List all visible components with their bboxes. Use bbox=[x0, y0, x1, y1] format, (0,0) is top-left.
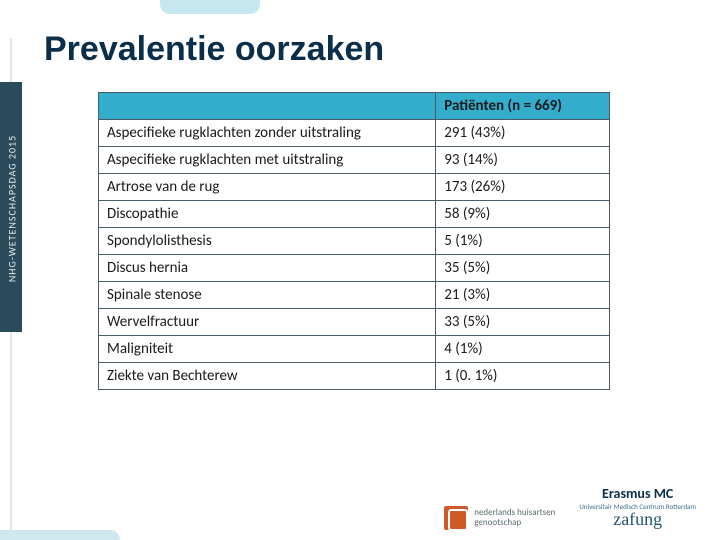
emc-name: Erasmus MC bbox=[579, 485, 696, 502]
table-row: Wervelfractuur33 (5%) bbox=[99, 309, 610, 336]
cell-cause: Artrose van de rug bbox=[99, 174, 436, 201]
footer-logos: nederlands huisartsen genootschap Erasmu… bbox=[444, 485, 696, 530]
table-row: Discus hernia35 (5%) bbox=[99, 255, 610, 282]
cell-cause: Spondylolisthesis bbox=[99, 228, 436, 255]
cell-cause: Aspecifieke rugklachten met uitstraling bbox=[99, 147, 436, 174]
data-table: Patiënten (n = 669) Aspecifieke rugklach… bbox=[98, 92, 610, 390]
table-row: Spinale stenose21 (3%) bbox=[99, 282, 610, 309]
cell-cause: Discus hernia bbox=[99, 255, 436, 282]
prevalence-table: Patiënten (n = 669) Aspecifieke rugklach… bbox=[98, 92, 610, 390]
nhg-label: nederlands huisartsen genootschap bbox=[474, 508, 555, 528]
cell-value: 5 (1%) bbox=[436, 228, 610, 255]
table-row: Ziekte van Bechterew1 (0. 1%) bbox=[99, 363, 610, 390]
table-row: Artrose van de rug173 (26%) bbox=[99, 174, 610, 201]
cell-value: 291 (43%) bbox=[436, 120, 610, 147]
logo-erasmus-mc: Erasmus MC Universitair Medisch Centrum … bbox=[579, 485, 696, 530]
page-title: Prevalentie oorzaken bbox=[44, 30, 384, 69]
table-row: Aspecifieke rugklachten zonder uitstrali… bbox=[99, 120, 610, 147]
table-header-row: Patiënten (n = 669) bbox=[99, 93, 610, 120]
table-header-empty bbox=[99, 93, 436, 120]
table-row: Spondylolisthesis5 (1%) bbox=[99, 228, 610, 255]
cell-cause: Spinale stenose bbox=[99, 282, 436, 309]
top-accent-shape bbox=[160, 0, 260, 14]
cell-value: 173 (26%) bbox=[436, 174, 610, 201]
nhg-line2: genootschap bbox=[474, 518, 555, 528]
cell-cause: Discopathie bbox=[99, 201, 436, 228]
cell-value: 35 (5%) bbox=[436, 255, 610, 282]
cell-value: 4 (1%) bbox=[436, 336, 610, 363]
nhg-icon bbox=[444, 506, 468, 530]
cell-value: 58 (9%) bbox=[436, 201, 610, 228]
sidebar-text: NHG-WETENSCHAPSDAG 2015 bbox=[6, 99, 19, 319]
cell-cause: Wervelfractuur bbox=[99, 309, 436, 336]
table-row: Maligniteit4 (1%) bbox=[99, 336, 610, 363]
table-row: Aspecifieke rugklachten met uitstraling9… bbox=[99, 147, 610, 174]
emc-signature: zafung bbox=[579, 509, 696, 530]
cell-cause: Aspecifieke rugklachten zonder uitstrali… bbox=[99, 120, 436, 147]
table-row: Discopathie58 (9%) bbox=[99, 201, 610, 228]
cell-cause: Maligniteit bbox=[99, 336, 436, 363]
footer-accent-shape bbox=[0, 530, 120, 540]
cell-value: 1 (0. 1%) bbox=[436, 363, 610, 390]
logo-nhg: nederlands huisartsen genootschap bbox=[444, 506, 555, 530]
table-header-patients: Patiënten (n = 669) bbox=[436, 93, 610, 120]
cell-value: 93 (14%) bbox=[436, 147, 610, 174]
cell-value: 21 (3%) bbox=[436, 282, 610, 309]
slide: NHG-WETENSCHAPSDAG 2015 Prevalentie oorz… bbox=[0, 0, 720, 540]
cell-value: 33 (5%) bbox=[436, 309, 610, 336]
cell-cause: Ziekte van Bechterew bbox=[99, 363, 436, 390]
